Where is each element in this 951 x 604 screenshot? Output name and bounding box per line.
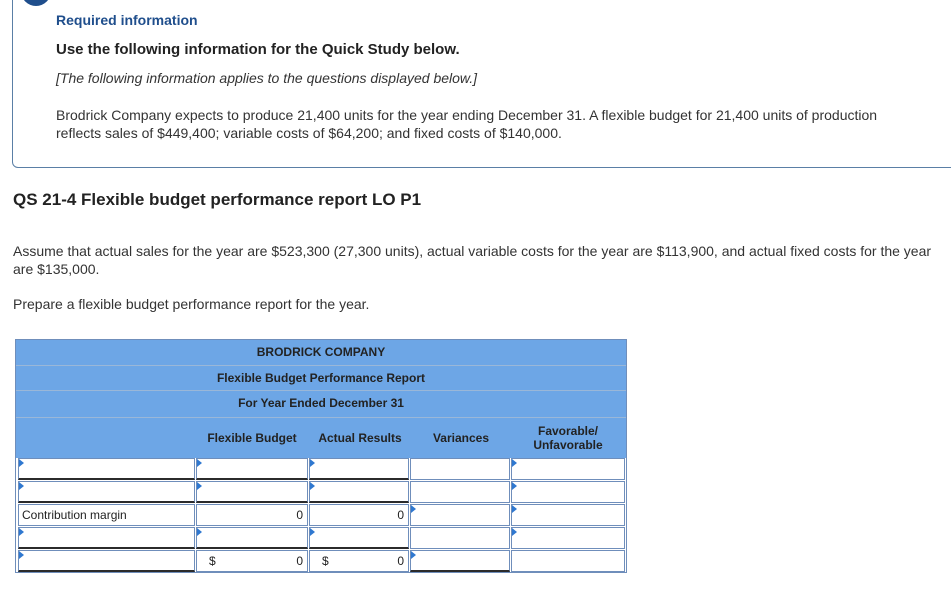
row5-flexible-value: 0 <box>296 554 303 568</box>
col-header-fav-line2: Unfavorable <box>533 438 603 452</box>
row4-actual-input[interactable] <box>309 527 409 549</box>
dropdown-marker-icon <box>512 528 517 536</box>
dropdown-marker-icon <box>411 505 416 513</box>
row2-label-input[interactable] <box>18 481 195 503</box>
report-title: Flexible Budget Performance Report <box>216 371 426 385</box>
row5-fav-select[interactable] <box>511 550 625 572</box>
report-period: For Year Ended December 31 <box>238 396 404 410</box>
contribution-margin-label: Contribution margin <box>18 504 195 526</box>
row4-fav-select[interactable] <box>511 527 625 549</box>
row4-flexible-input[interactable] <box>196 527 308 549</box>
info-paragraph: Brodrick Company expects to produce 21,4… <box>56 107 878 141</box>
applies-note: [The following information applies to th… <box>56 70 478 86</box>
col-header-variances: Variances <box>432 431 490 445</box>
row5-variance <box>410 550 510 572</box>
report-company-row: BRODRICK COMPANY <box>16 340 626 366</box>
dropdown-marker-icon <box>19 528 24 536</box>
row1-flexible-input[interactable] <box>196 458 308 480</box>
row5-label-input[interactable] <box>18 550 195 572</box>
dropdown-marker-icon <box>310 528 315 536</box>
dollar-sign: $ <box>322 554 329 568</box>
row4-variance <box>410 527 510 549</box>
contribution-margin-fav-select[interactable] <box>511 504 625 526</box>
row4-label-input[interactable] <box>18 527 195 549</box>
col-header-flexible: Flexible Budget <box>207 431 297 445</box>
row1-actual-input[interactable] <box>309 458 409 480</box>
contribution-margin-flexible: 0 <box>196 504 308 526</box>
dropdown-marker-icon <box>197 459 202 467</box>
report-title-row: Flexible Budget Performance Report <box>16 366 626 391</box>
table-row <box>16 527 626 549</box>
row5-actual-value: 0 <box>397 554 404 568</box>
row1-label-input[interactable] <box>18 458 195 480</box>
dropdown-marker-icon <box>310 482 315 490</box>
row5-actual-total: $ 0 <box>309 550 409 572</box>
row2-fav-select[interactable] <box>511 481 625 503</box>
dropdown-marker-icon <box>19 551 24 559</box>
dropdown-marker-icon <box>19 482 24 490</box>
question-title: QS 21-4 Flexible budget performance repo… <box>13 190 422 209</box>
col-header-fav-unfav: Favorable/ Unfavorable <box>512 418 624 458</box>
dropdown-marker-icon <box>512 505 517 513</box>
report-period-row: For Year Ended December 31 <box>16 391 626 418</box>
contribution-margin-actual: 0 <box>309 504 409 526</box>
performance-report-table: BRODRICK COMPANY Flexible Budget Perform… <box>15 339 627 573</box>
required-info-box <box>12 0 951 168</box>
dollar-sign: $ <box>209 554 216 568</box>
info-badge-icon <box>21 0 51 6</box>
table-row: $ 0 $ 0 <box>16 550 626 572</box>
contribution-margin-variance <box>410 504 510 526</box>
column-header-row: Flexible Budget Actual Results Variances… <box>16 418 626 458</box>
dropdown-marker-icon <box>19 459 24 467</box>
assume-paragraph: Assume that actual sales for the year ar… <box>13 243 932 277</box>
row2-flexible-input[interactable] <box>196 481 308 503</box>
row5-flexible-total: $ 0 <box>196 550 308 572</box>
col-header-actual: Actual Results <box>318 431 402 445</box>
row1-variance <box>410 458 510 480</box>
use-following-heading: Use the following information for the Qu… <box>56 41 460 58</box>
dropdown-marker-icon <box>310 459 315 467</box>
prepare-instruction: Prepare a flexible budget performance re… <box>13 296 370 312</box>
row2-actual-input[interactable] <box>309 481 409 503</box>
table-row: Contribution margin 0 0 <box>16 504 626 526</box>
dropdown-marker-icon <box>512 482 517 490</box>
dropdown-marker-icon <box>197 482 202 490</box>
row2-variance <box>410 481 510 503</box>
dropdown-marker-icon <box>411 551 416 559</box>
required-info-title: Required information <box>56 12 198 28</box>
dropdown-marker-icon <box>197 528 202 536</box>
row1-fav-select[interactable] <box>511 458 625 480</box>
dropdown-marker-icon <box>512 459 517 467</box>
report-company-name: BRODRICK COMPANY <box>256 345 386 359</box>
table-row <box>16 458 626 480</box>
table-row <box>16 481 626 503</box>
col-header-fav-line1: Favorable/ <box>537 424 599 438</box>
